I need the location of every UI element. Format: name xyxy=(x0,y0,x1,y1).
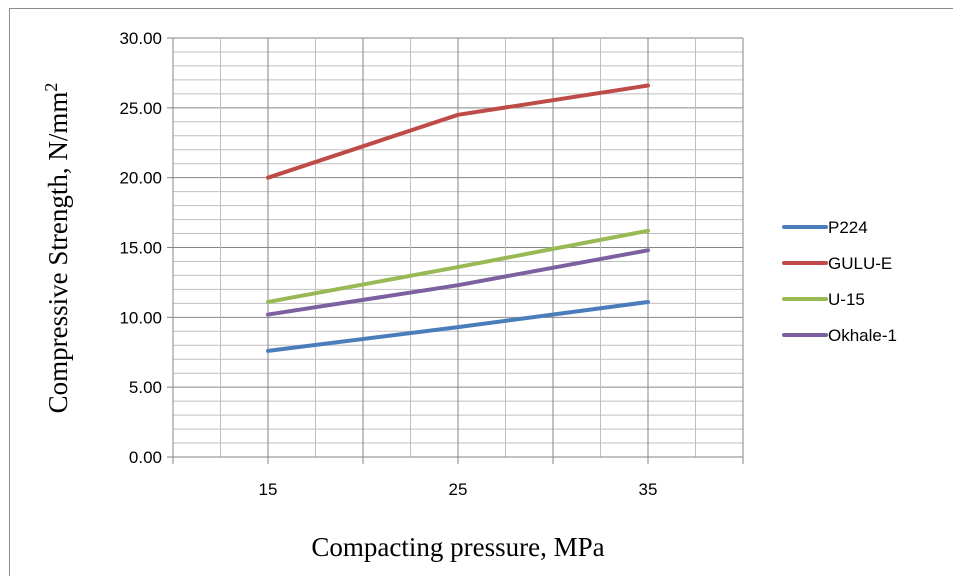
series-lines xyxy=(266,83,650,353)
y-tick-label: 20.00 xyxy=(119,169,162,188)
y-tick-label: 25.00 xyxy=(119,99,162,118)
y-tick-label: 30.00 xyxy=(119,29,162,48)
y-tick-label: 0.00 xyxy=(129,448,162,467)
legend-label-gulu-e: GULU-E xyxy=(828,254,892,273)
gridlines xyxy=(172,37,744,458)
x-tick-label: 35 xyxy=(639,480,658,499)
x-tick-label: 15 xyxy=(259,480,278,499)
legend-label-okhale-1: Okhale-1 xyxy=(828,326,897,345)
y-tick-label: 10.00 xyxy=(119,308,162,327)
y-tick-label: 15.00 xyxy=(119,239,162,258)
legend: P224 GULU-E U-15 Okhale-1 xyxy=(782,218,897,345)
series-line-u-15 xyxy=(266,228,650,304)
x-axis-title: Compacting pressure, MPa xyxy=(311,532,604,562)
series-line-p224 xyxy=(266,299,650,353)
x-tick-labels: 15 25 35 xyxy=(259,480,658,499)
axes xyxy=(167,37,744,464)
legend-label-p224: P224 xyxy=(828,218,868,237)
y-axis-title-superscript: 2 xyxy=(41,83,61,92)
y-axis-title-text: Compressive Strength, N/mm xyxy=(43,92,73,414)
legend-label-u-15: U-15 xyxy=(828,290,865,309)
series-line-gulu-e xyxy=(266,83,650,180)
x-tick-label: 25 xyxy=(449,480,468,499)
y-tick-labels: 0.00 5.00 10.00 15.00 20.00 25.00 30.00 xyxy=(119,29,162,467)
series-line-okhale-1 xyxy=(266,248,650,317)
y-axis-title: Compressive Strength, N/mm2 xyxy=(41,83,73,414)
y-tick-label: 5.00 xyxy=(129,378,162,397)
chart-frame xyxy=(9,8,953,576)
